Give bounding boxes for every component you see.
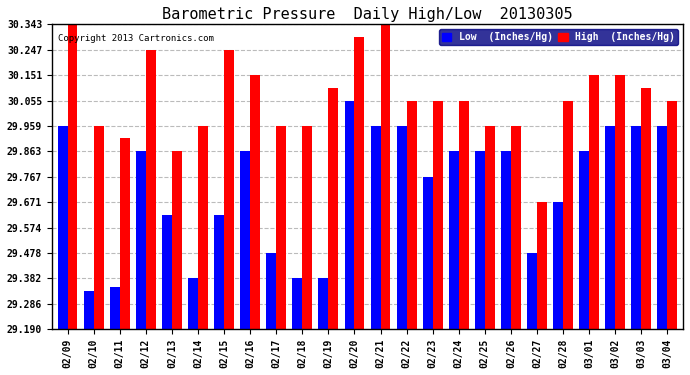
Bar	[146, 50, 156, 329]
Bar	[631, 126, 641, 329]
Bar	[250, 75, 260, 329]
Bar	[580, 151, 589, 329]
Bar	[658, 126, 667, 329]
Text: Copyright 2013 Cartronics.com: Copyright 2013 Cartronics.com	[58, 34, 214, 43]
Bar	[240, 151, 250, 329]
Bar	[162, 214, 172, 329]
Bar	[371, 126, 380, 329]
Bar	[302, 126, 312, 329]
Bar	[511, 126, 521, 329]
Bar	[344, 100, 355, 329]
Bar	[589, 75, 599, 329]
Bar	[527, 253, 537, 329]
Bar	[537, 202, 547, 329]
Bar	[172, 151, 181, 329]
Bar	[641, 88, 651, 329]
Legend: Low  (Inches/Hg), High  (Inches/Hg): Low (Inches/Hg), High (Inches/Hg)	[439, 29, 678, 45]
Bar	[406, 100, 417, 329]
Bar	[68, 24, 77, 329]
Bar	[266, 253, 276, 329]
Bar	[501, 151, 511, 329]
Bar	[485, 126, 495, 329]
Bar	[83, 291, 94, 329]
Bar	[214, 214, 224, 329]
Bar	[58, 126, 68, 329]
Bar	[380, 24, 391, 329]
Bar	[355, 37, 364, 329]
Title: Barometric Pressure  Daily High/Low  20130305: Barometric Pressure Daily High/Low 20130…	[162, 7, 573, 22]
Bar	[328, 88, 338, 329]
Bar	[319, 278, 328, 329]
Bar	[667, 100, 678, 329]
Bar	[94, 126, 104, 329]
Bar	[449, 151, 459, 329]
Bar	[224, 50, 234, 329]
Bar	[397, 126, 406, 329]
Bar	[605, 126, 615, 329]
Bar	[198, 126, 208, 329]
Bar	[276, 126, 286, 329]
Bar	[615, 75, 625, 329]
Bar	[136, 151, 146, 329]
Bar	[120, 138, 130, 329]
Bar	[553, 202, 563, 329]
Bar	[563, 100, 573, 329]
Bar	[475, 151, 485, 329]
Bar	[110, 287, 120, 329]
Bar	[188, 278, 198, 329]
Bar	[433, 100, 442, 329]
Bar	[423, 177, 433, 329]
Bar	[293, 278, 302, 329]
Bar	[459, 100, 469, 329]
